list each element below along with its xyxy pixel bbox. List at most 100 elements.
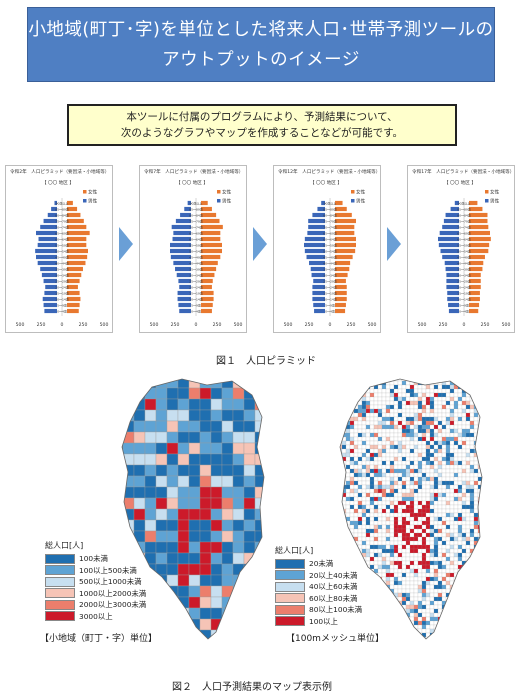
- map-cell: [401, 496, 407, 502]
- map-cell: [266, 454, 272, 465]
- map-cell: [330, 533, 334, 537]
- map-cell: [397, 388, 403, 394]
- map-cell: [210, 585, 223, 598]
- map-cell: [417, 624, 423, 630]
- map-cell: [469, 500, 475, 506]
- age-label: 15～19歳: [189, 291, 203, 296]
- map-cell: [377, 556, 383, 562]
- map-cell: [210, 508, 223, 521]
- map-cell: [401, 512, 407, 518]
- map-cell: [429, 500, 435, 506]
- map-cell: [421, 444, 427, 450]
- map-cell: [417, 596, 423, 602]
- map-cell: [199, 398, 212, 411]
- map-cell: [457, 452, 463, 458]
- map-cell: [421, 388, 427, 394]
- map-cell: [381, 608, 387, 614]
- map-cell: [353, 504, 359, 510]
- map-cell: [413, 464, 419, 470]
- map-cell: [365, 400, 371, 406]
- map-cell: [210, 574, 223, 587]
- map-cell: [385, 516, 391, 522]
- map-cell: [449, 496, 455, 502]
- map-cell: [188, 453, 201, 466]
- map-cell: [353, 472, 359, 478]
- map-cell: [373, 440, 379, 446]
- female-bar: [469, 284, 481, 290]
- map-cell: [409, 508, 415, 514]
- map-cell: [425, 556, 431, 562]
- map-cell: [486, 549, 490, 553]
- map-cell: [413, 448, 419, 454]
- map-cell: [477, 612, 482, 618]
- map-cell: [340, 476, 343, 482]
- pyramid-area: 【 〇〇 地区 】: [42, 181, 74, 186]
- female-bar: [67, 236, 87, 242]
- female-bar: [469, 224, 489, 230]
- map-cell: [433, 432, 439, 438]
- map-cell: [441, 448, 447, 454]
- male-bar: [438, 242, 459, 248]
- map-cell: [166, 475, 179, 488]
- map-cell: [486, 553, 490, 557]
- map-cell: [473, 584, 479, 590]
- map-cell: [393, 444, 399, 450]
- map-cell: [393, 568, 399, 574]
- map-cell: [155, 398, 168, 411]
- map-cell: [357, 524, 363, 530]
- map-cell: [413, 596, 419, 602]
- map-cell: [433, 548, 439, 554]
- map-cell: [457, 448, 463, 454]
- map-cell: [477, 524, 482, 530]
- map-cell: [469, 580, 475, 586]
- map-cell: [389, 620, 395, 626]
- female-bar: [469, 242, 490, 248]
- map-cell: [425, 616, 431, 622]
- map-cell: [413, 576, 419, 582]
- male-bar: [36, 230, 57, 236]
- map-cell: [429, 508, 435, 514]
- map-cell: [361, 408, 367, 414]
- map-cell: [469, 544, 475, 550]
- map-cell: [385, 444, 391, 450]
- map-cell: [266, 421, 272, 432]
- map-cell: [433, 608, 439, 614]
- map-cell: [397, 432, 403, 438]
- map-cell: [385, 548, 391, 554]
- map-cell: [433, 568, 439, 574]
- map-cell: [357, 380, 363, 386]
- map-cell: [330, 421, 334, 425]
- map-cell: [330, 425, 334, 429]
- map-cell: [397, 612, 403, 618]
- map-cell: [486, 429, 490, 433]
- age-label: 20～24歳: [189, 285, 203, 290]
- map-cell: [199, 486, 212, 499]
- map-cell: [389, 572, 395, 578]
- map-cell: [461, 604, 467, 610]
- map-cell: [441, 504, 447, 510]
- map-cell: [409, 480, 415, 486]
- map-cell: [345, 452, 351, 458]
- map-cell: [389, 624, 395, 630]
- map-cell: [357, 532, 363, 538]
- map-cell: [365, 532, 371, 538]
- map-cell: [453, 456, 459, 462]
- map-cell: [361, 584, 367, 590]
- map-cell: [389, 528, 395, 534]
- map-cell: [155, 629, 168, 639]
- map-cell: [486, 637, 490, 641]
- map-cell: [405, 432, 411, 438]
- map-cell: [465, 380, 471, 386]
- map-cell: [133, 464, 146, 477]
- map-cell: [433, 632, 439, 638]
- map-cell: [385, 596, 391, 602]
- age-label: 20～24歳: [55, 285, 69, 290]
- map-cell: [365, 440, 371, 446]
- map-cell: [340, 528, 343, 534]
- map-cell: [349, 460, 355, 466]
- map-cell: [441, 476, 447, 482]
- map-cell: [393, 584, 399, 590]
- map-cell: [469, 528, 475, 534]
- map-cell: [445, 416, 451, 422]
- age-label: 25～29歳: [189, 279, 203, 284]
